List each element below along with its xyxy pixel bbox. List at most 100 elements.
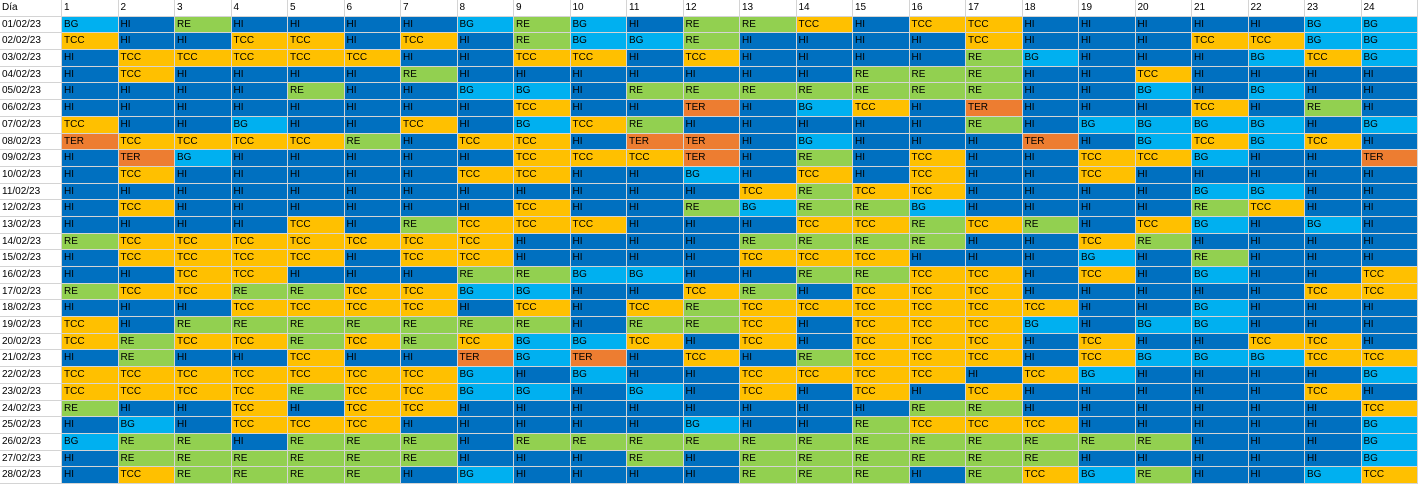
heatmap-cell: HI	[1022, 283, 1079, 301]
heatmap-cell: BG	[796, 100, 853, 117]
column-header: 12	[683, 0, 740, 17]
heatmap-cell: HI	[909, 383, 966, 401]
heatmap-cell: RE	[796, 467, 853, 484]
heatmap-cell: TCC	[966, 317, 1023, 334]
heatmap-cell: BG	[1361, 433, 1418, 451]
heatmap-cell: HI	[796, 283, 853, 301]
heatmap-cell: HI	[1361, 233, 1418, 251]
heatmap-cell: HI	[457, 116, 514, 134]
heatmap-cell: HI	[118, 267, 175, 284]
heatmap-cell: BG	[1248, 50, 1305, 67]
heatmap-cell: TCC	[344, 283, 401, 301]
heatmap-cell: TCC	[909, 417, 966, 434]
heatmap-cell: HI	[344, 83, 401, 101]
heatmap-cell: BG	[1305, 33, 1362, 51]
heatmap-cell: HI	[1135, 300, 1192, 318]
heatmap-cell: TCC	[909, 350, 966, 368]
heatmap-cell: HI	[1022, 200, 1079, 217]
heatmap-cell: HI	[909, 467, 966, 484]
heatmap-cell: HI	[1248, 166, 1305, 184]
heatmap-cell: RE	[401, 333, 458, 351]
column-header: 2	[118, 0, 175, 17]
heatmap-cell: TCC	[740, 383, 797, 401]
heatmap-cell: HI	[1248, 250, 1305, 267]
heatmap-cell: HI	[62, 200, 119, 217]
heatmap-cell: RE	[118, 433, 175, 451]
heatmap-cell: TCC	[740, 367, 797, 384]
heatmap-cell: HI	[1079, 83, 1136, 101]
heatmap-cell: TCC	[288, 300, 345, 318]
heatmap-cell: BG	[740, 200, 797, 217]
heatmap-cell: HI	[401, 50, 458, 67]
column-header: 5	[288, 0, 345, 17]
heatmap-cell: BG	[1361, 33, 1418, 51]
heatmap-cell: HI	[231, 83, 288, 101]
heatmap-cell: HI	[1248, 16, 1305, 34]
heatmap-cell: HI	[1305, 367, 1362, 384]
heatmap-cell: BG	[1079, 116, 1136, 134]
heatmap-cell: TCC	[288, 367, 345, 384]
heatmap-cell: BG	[1361, 450, 1418, 468]
row-date-label: 13/02/23	[0, 216, 62, 234]
heatmap-cell: BG	[1079, 250, 1136, 267]
heatmap-cell: BG	[1361, 50, 1418, 67]
heatmap-cell: HI	[288, 183, 345, 201]
heatmap-cell: TCC	[401, 367, 458, 384]
heatmap-cell: TCC	[740, 317, 797, 334]
heatmap-cell: HI	[909, 50, 966, 67]
heatmap-cell: RE	[966, 50, 1023, 67]
heatmap-cell: TCC	[344, 300, 401, 318]
heatmap-cell: HI	[1079, 133, 1136, 151]
heatmap-cell: HI	[457, 50, 514, 67]
heatmap-cell: HI	[1192, 433, 1249, 451]
heatmap-cell: TCC	[853, 383, 910, 401]
heatmap-cell: BG	[1361, 16, 1418, 34]
heatmap-cell: HI	[1079, 383, 1136, 401]
heatmap-cell: HI	[1079, 16, 1136, 34]
heatmap-cell: HI	[1361, 250, 1418, 267]
heatmap-cell: BG	[1079, 467, 1136, 484]
column-header: 19	[1079, 0, 1136, 17]
heatmap-cell: RE	[1022, 450, 1079, 468]
heatmap-cell: TCC	[796, 367, 853, 384]
row-date-label: 08/02/23	[0, 133, 62, 151]
row-date-label: 09/02/23	[0, 150, 62, 167]
heatmap-cell: HI	[1248, 367, 1305, 384]
heatmap-cell: RE	[401, 450, 458, 468]
heatmap-cell: HI	[288, 150, 345, 167]
heatmap-cell: RE	[175, 433, 232, 451]
heatmap-cell: BG	[1248, 83, 1305, 101]
heatmap-cell: HI	[1248, 216, 1305, 234]
heatmap-cell: RE	[853, 66, 910, 84]
heatmap-cell: TCC	[62, 116, 119, 134]
heatmap-cell: HI	[683, 400, 740, 418]
heatmap-cell: BG	[1192, 150, 1249, 167]
heatmap-cell: RE	[740, 450, 797, 468]
heatmap-cell: RE	[62, 400, 119, 418]
heatmap-cell: HI	[1135, 400, 1192, 418]
heatmap-cell: TCC	[1305, 333, 1362, 351]
heatmap-cell: HI	[62, 267, 119, 284]
heatmap-cell: RE	[853, 433, 910, 451]
heatmap-cell: HI	[1022, 250, 1079, 267]
row-date-label: 26/02/23	[0, 433, 62, 451]
heatmap-cell: RE	[344, 133, 401, 151]
heatmap-cell: RE	[740, 16, 797, 34]
heatmap-cell: HI	[175, 183, 232, 201]
heatmap-cell: BG	[1361, 417, 1418, 434]
heatmap-cell: RE	[683, 433, 740, 451]
heatmap-cell: HI	[1305, 417, 1362, 434]
heatmap-cell: HI	[1361, 383, 1418, 401]
heatmap-cell: TER	[627, 133, 684, 151]
heatmap-cell: HI	[627, 283, 684, 301]
heatmap-cell: RE	[740, 433, 797, 451]
heatmap-cell: HI	[118, 100, 175, 117]
heatmap-cell: HI	[683, 66, 740, 84]
heatmap-cell: BG	[627, 383, 684, 401]
heatmap-cell: HI	[740, 133, 797, 151]
heatmap-cell: HI	[288, 400, 345, 418]
heatmap-cell: HI	[175, 200, 232, 217]
heatmap-cell: HI	[514, 367, 571, 384]
heatmap-cell: TCC	[514, 150, 571, 167]
heatmap-cell: TCC	[344, 233, 401, 251]
